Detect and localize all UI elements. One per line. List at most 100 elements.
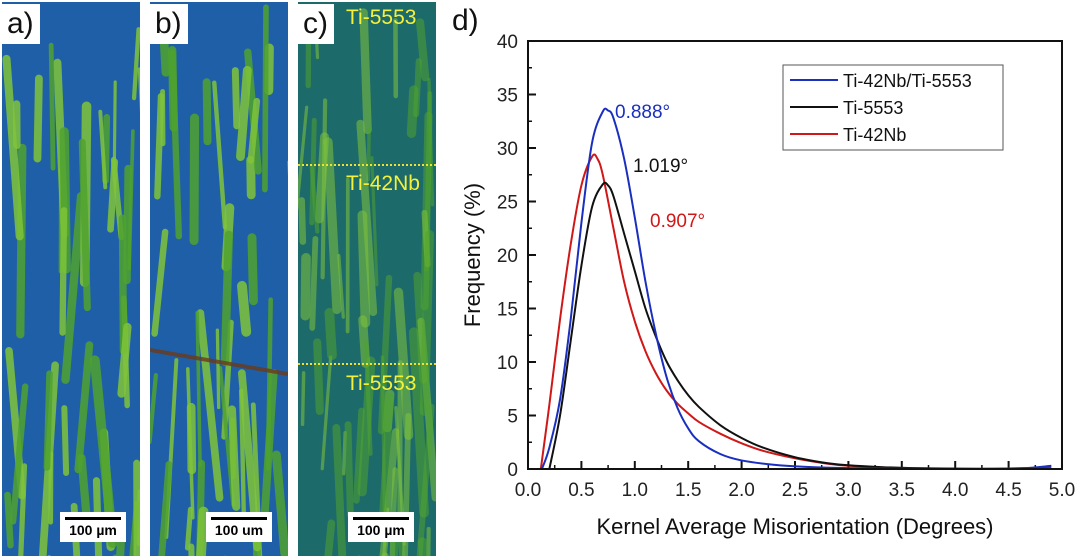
alpha-lath (220, 230, 234, 366)
series-line-ti-5553 (548, 181, 1052, 470)
scale-bar-text: 100 µm (69, 522, 117, 538)
alpha-lath (305, 30, 312, 89)
alpha-lath (195, 310, 202, 468)
y-tick-label: 10 (497, 353, 518, 374)
alpha-lath (131, 27, 140, 101)
y-tick-label: 15 (497, 300, 518, 321)
alpha-lath (123, 164, 133, 285)
micrograph-a-texture (2, 27, 140, 556)
plot-frame (527, 40, 1063, 470)
y-tick-label: 35 (497, 86, 518, 107)
alpha-lath (247, 97, 261, 164)
x-tick-label: 0.5 (568, 480, 594, 501)
alpha-lath (323, 137, 342, 315)
alpha-lath (186, 367, 195, 520)
alpha-lath (150, 373, 158, 445)
alpha-lath (112, 80, 117, 182)
alpha-lath (300, 252, 311, 321)
scale-bar-line (65, 517, 121, 520)
alpha-lath (359, 8, 372, 135)
alpha-lath (363, 339, 373, 456)
alpha-lath (287, 158, 288, 236)
alpha-lath (74, 341, 94, 474)
region-label-middle: Ti-42Nb (346, 172, 420, 195)
x-tick-label: 2.5 (782, 480, 808, 501)
alpha-lath (61, 405, 70, 476)
micrograph-c: c) Ti-5553 Ti-42Nb Ti-5553 100 µm (298, 2, 436, 556)
alpha-lath (188, 543, 197, 556)
alpha-lath (419, 229, 435, 416)
alpha-lath (309, 117, 317, 226)
alpha-lath (337, 253, 345, 319)
alpha-lath (345, 177, 350, 334)
x-tick-label: 1.5 (675, 480, 701, 501)
alpha-lath (239, 388, 247, 522)
alpha-lath (59, 207, 68, 336)
defect-band (150, 348, 288, 376)
alpha-lath (227, 405, 241, 511)
alpha-lath (110, 518, 126, 556)
peak-annotation: 0.888° (615, 102, 670, 123)
alpha-lath (168, 46, 178, 132)
series-line-ti-42nb (539, 153, 1052, 470)
legend-label: Ti-42Nb/Ti-5553 (843, 71, 972, 91)
alpha-lath (394, 405, 406, 546)
alpha-lath (33, 74, 43, 163)
interface-line-1 (298, 164, 436, 166)
alpha-lath (318, 519, 336, 556)
alpha-lath (237, 280, 252, 337)
alpha-lath (265, 297, 273, 471)
alpha-lath (98, 109, 108, 190)
x-tick-label: 4.5 (995, 480, 1021, 501)
alpha-lath (413, 403, 435, 556)
alpha-lath (369, 552, 389, 556)
x-tick-label: 3.5 (889, 480, 915, 501)
x-tick-label: 2.0 (728, 480, 754, 501)
alpha-lath (61, 191, 86, 384)
x-tick-label: 4.0 (942, 480, 968, 501)
x-axis-label: Kernel Average Misorientation (Degrees) (596, 514, 993, 539)
alpha-lath (356, 119, 378, 317)
alpha-lath (151, 228, 169, 337)
alpha-lath (212, 80, 228, 230)
alpha-lath (247, 233, 258, 306)
alpha-lath (133, 459, 140, 556)
alpha-lath (184, 506, 193, 551)
alpha-lath (46, 555, 60, 556)
peak-annotation: 0.907° (650, 211, 705, 232)
alpha-lath (313, 338, 324, 415)
alpha-lath (150, 460, 173, 556)
alpha-lath (215, 328, 221, 410)
alpha-lath (415, 18, 430, 82)
scale-bar-a: 100 µm (60, 512, 126, 542)
scale-bar-text: 100 um (214, 522, 264, 538)
series-line-ti-42nb-ti-5553 (540, 107, 1052, 470)
peak-annotation: 1.019° (633, 156, 688, 177)
micrograph-b: b) 100 um (150, 2, 288, 556)
legend: Ti-42Nb/Ti-5553 Ti-5553 Ti-42Nb (782, 64, 1004, 151)
series-lines (539, 107, 1052, 470)
alpha-lath (154, 93, 165, 200)
alpha-lath (202, 78, 212, 146)
y-tick-label: 30 (497, 139, 518, 160)
alpha-lath (89, 355, 118, 548)
micrograph-c-texture (298, 4, 436, 556)
alpha-lath (12, 100, 21, 149)
alpha-lath (377, 392, 394, 540)
alpha-lath (377, 274, 393, 435)
alpha-lath (309, 235, 319, 331)
panel-label-a: a) (2, 4, 40, 44)
y-tick-label: 40 (497, 32, 518, 53)
alpha-lath (413, 58, 422, 118)
y-axis-label: Frequency (%) (460, 183, 485, 327)
micrograph-b-texture (150, 4, 288, 556)
x-tick-label: 1.0 (622, 480, 648, 501)
alpha-lath (48, 451, 54, 525)
alpha-lath (387, 532, 400, 556)
scale-bar-c: 100 µm (348, 512, 414, 542)
alpha-lath (298, 197, 307, 245)
legend-label: Ti-42Nb (843, 125, 906, 145)
alpha-lath (353, 407, 365, 504)
alpha-lath (238, 369, 261, 552)
axis-ticks: 0.0 0.5 1.0 1.5 2.0 2.5 3.0 3.5 4.0 4.5 5.0 0 5 10 15 2… (497, 32, 1075, 501)
